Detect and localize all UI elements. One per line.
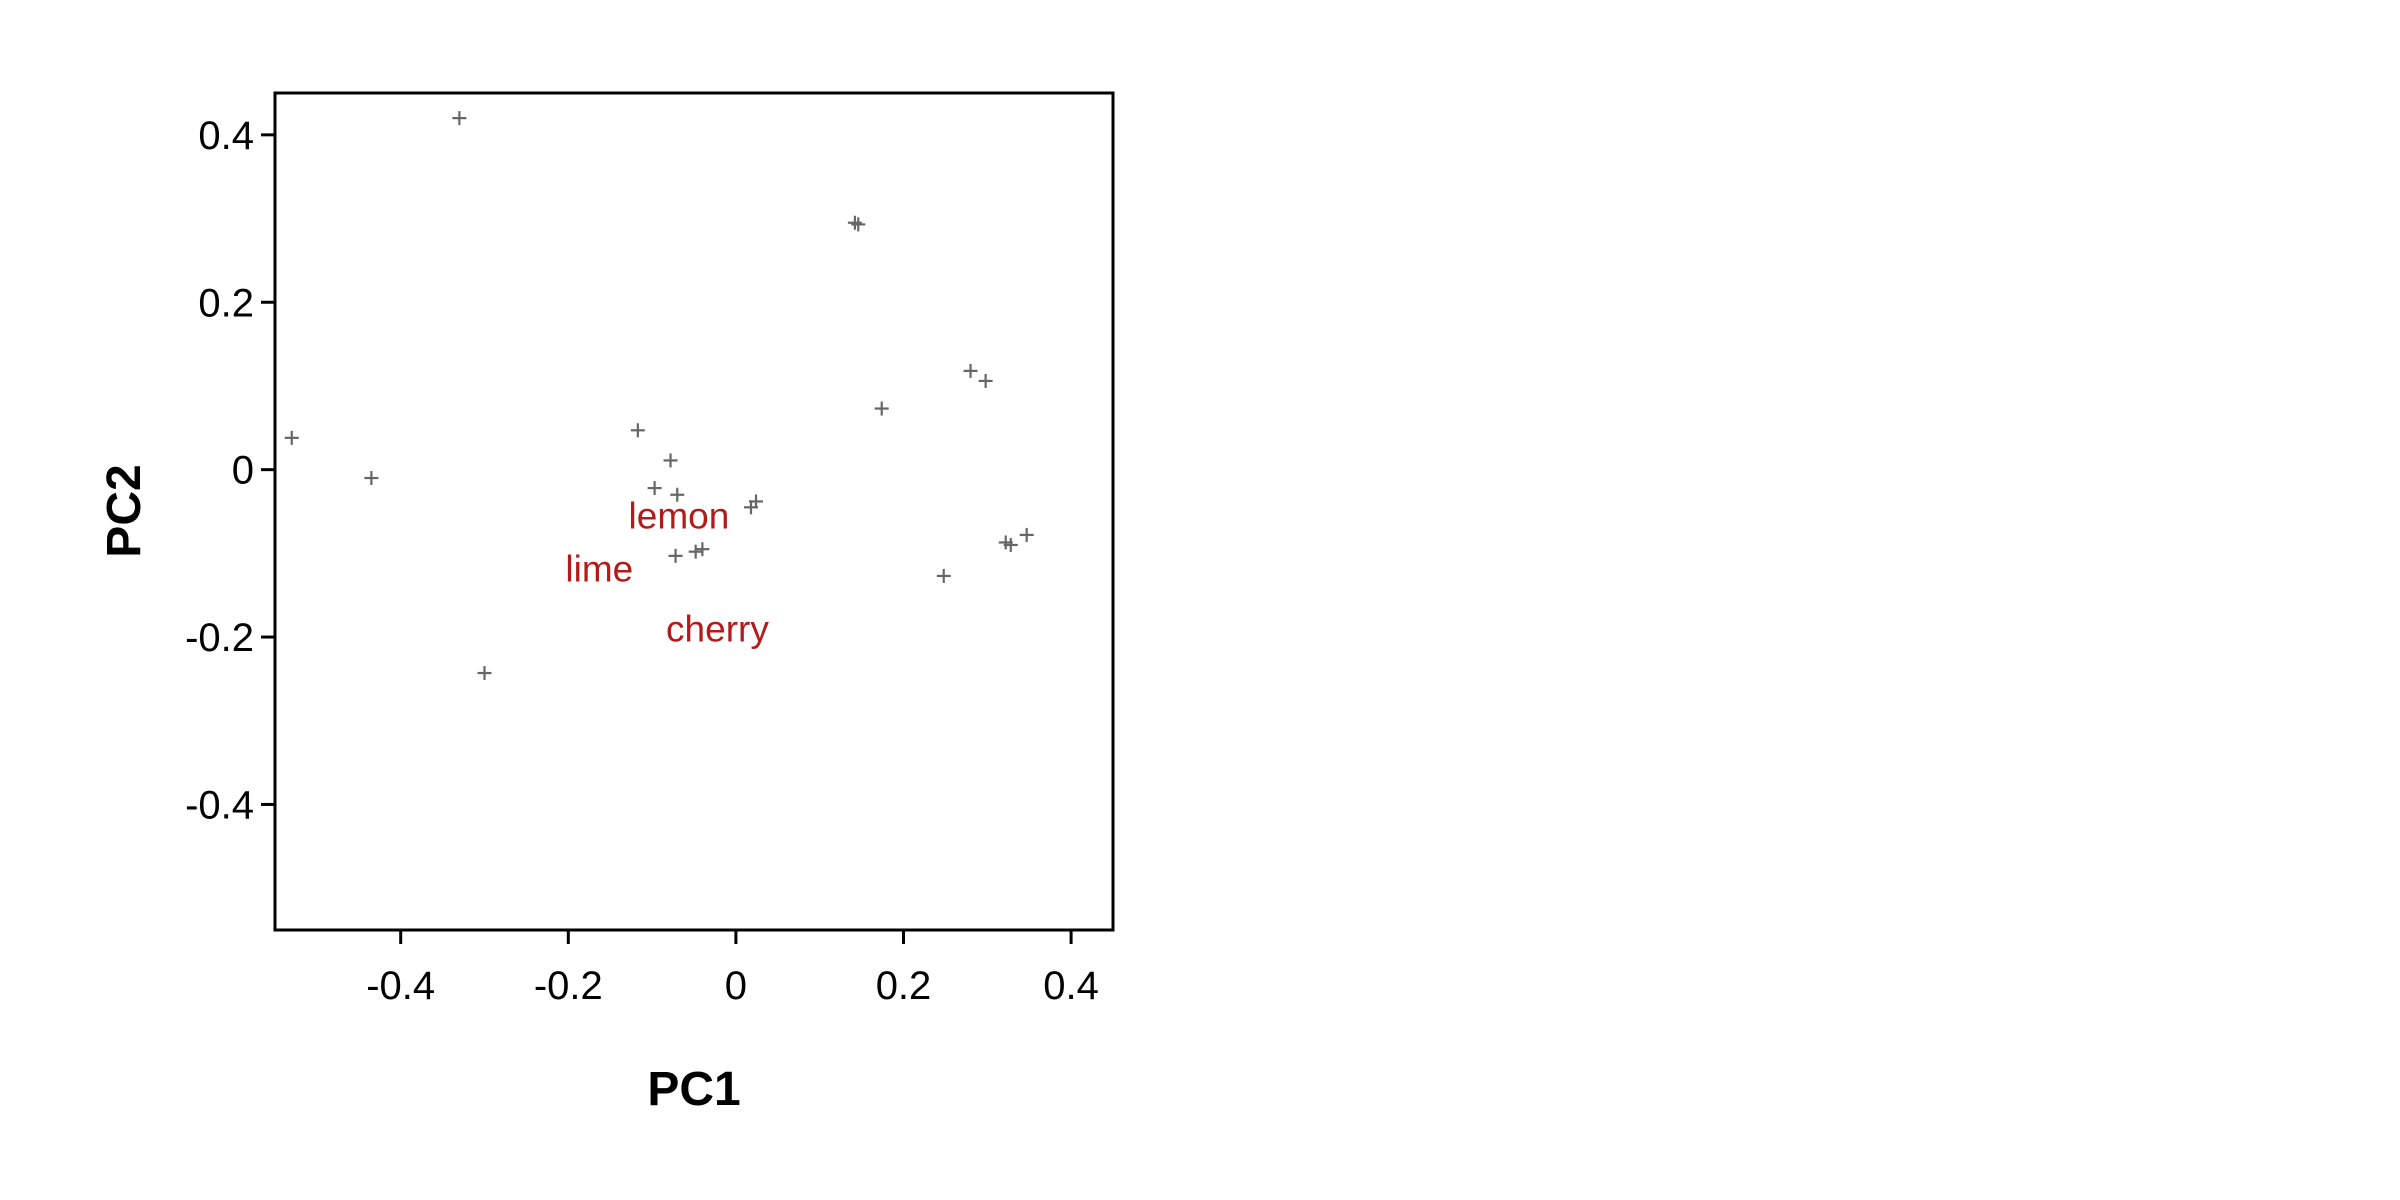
data-point	[695, 542, 710, 557]
data-point	[284, 430, 299, 445]
data-point	[630, 423, 645, 438]
plot-frame	[273, 91, 1115, 932]
x-axis-title: PC1	[647, 1063, 740, 1116]
data-point	[936, 568, 951, 583]
data-point	[851, 217, 866, 232]
data-point	[452, 111, 467, 126]
y-tick-label: 0	[232, 449, 254, 493]
data-point	[963, 363, 978, 378]
data-point	[647, 481, 662, 496]
data-point	[670, 487, 685, 502]
data-point	[874, 401, 889, 416]
data-point	[847, 215, 862, 230]
axis-ticks: -0.4 -0.2 0 0.2 0.4 0.4 0.2 0 -0.2 -0.4	[185, 114, 1099, 1008]
point-label-lime: lime	[565, 548, 633, 589]
y-axis-title: PC2	[98, 464, 151, 557]
data-point	[668, 548, 683, 563]
data-point	[1019, 527, 1034, 542]
data-point	[663, 453, 678, 468]
y-tick-label: -0.4	[185, 783, 254, 827]
point-label-cherry: cherry	[666, 609, 769, 650]
data-point	[364, 471, 379, 486]
x-tick-label: 0	[725, 964, 747, 1008]
data-point	[978, 373, 993, 388]
x-tick-label: 0.2	[876, 964, 932, 1008]
data-point	[477, 666, 492, 681]
x-tick-label: -0.4	[366, 964, 435, 1008]
data-point	[1003, 537, 1018, 552]
x-tick-label: 0.4	[1043, 964, 1099, 1008]
point-label-lemon: lemon	[629, 496, 730, 537]
y-tick-label: 0.4	[198, 114, 254, 158]
data-point	[688, 544, 703, 559]
x-tick-label: -0.2	[534, 964, 603, 1008]
data-point	[749, 494, 764, 509]
y-tick-label: 0.2	[198, 281, 254, 325]
data-points	[284, 111, 1034, 681]
point-annotations: lemon lime cherry	[565, 496, 769, 650]
y-tick-label: -0.2	[185, 616, 254, 660]
